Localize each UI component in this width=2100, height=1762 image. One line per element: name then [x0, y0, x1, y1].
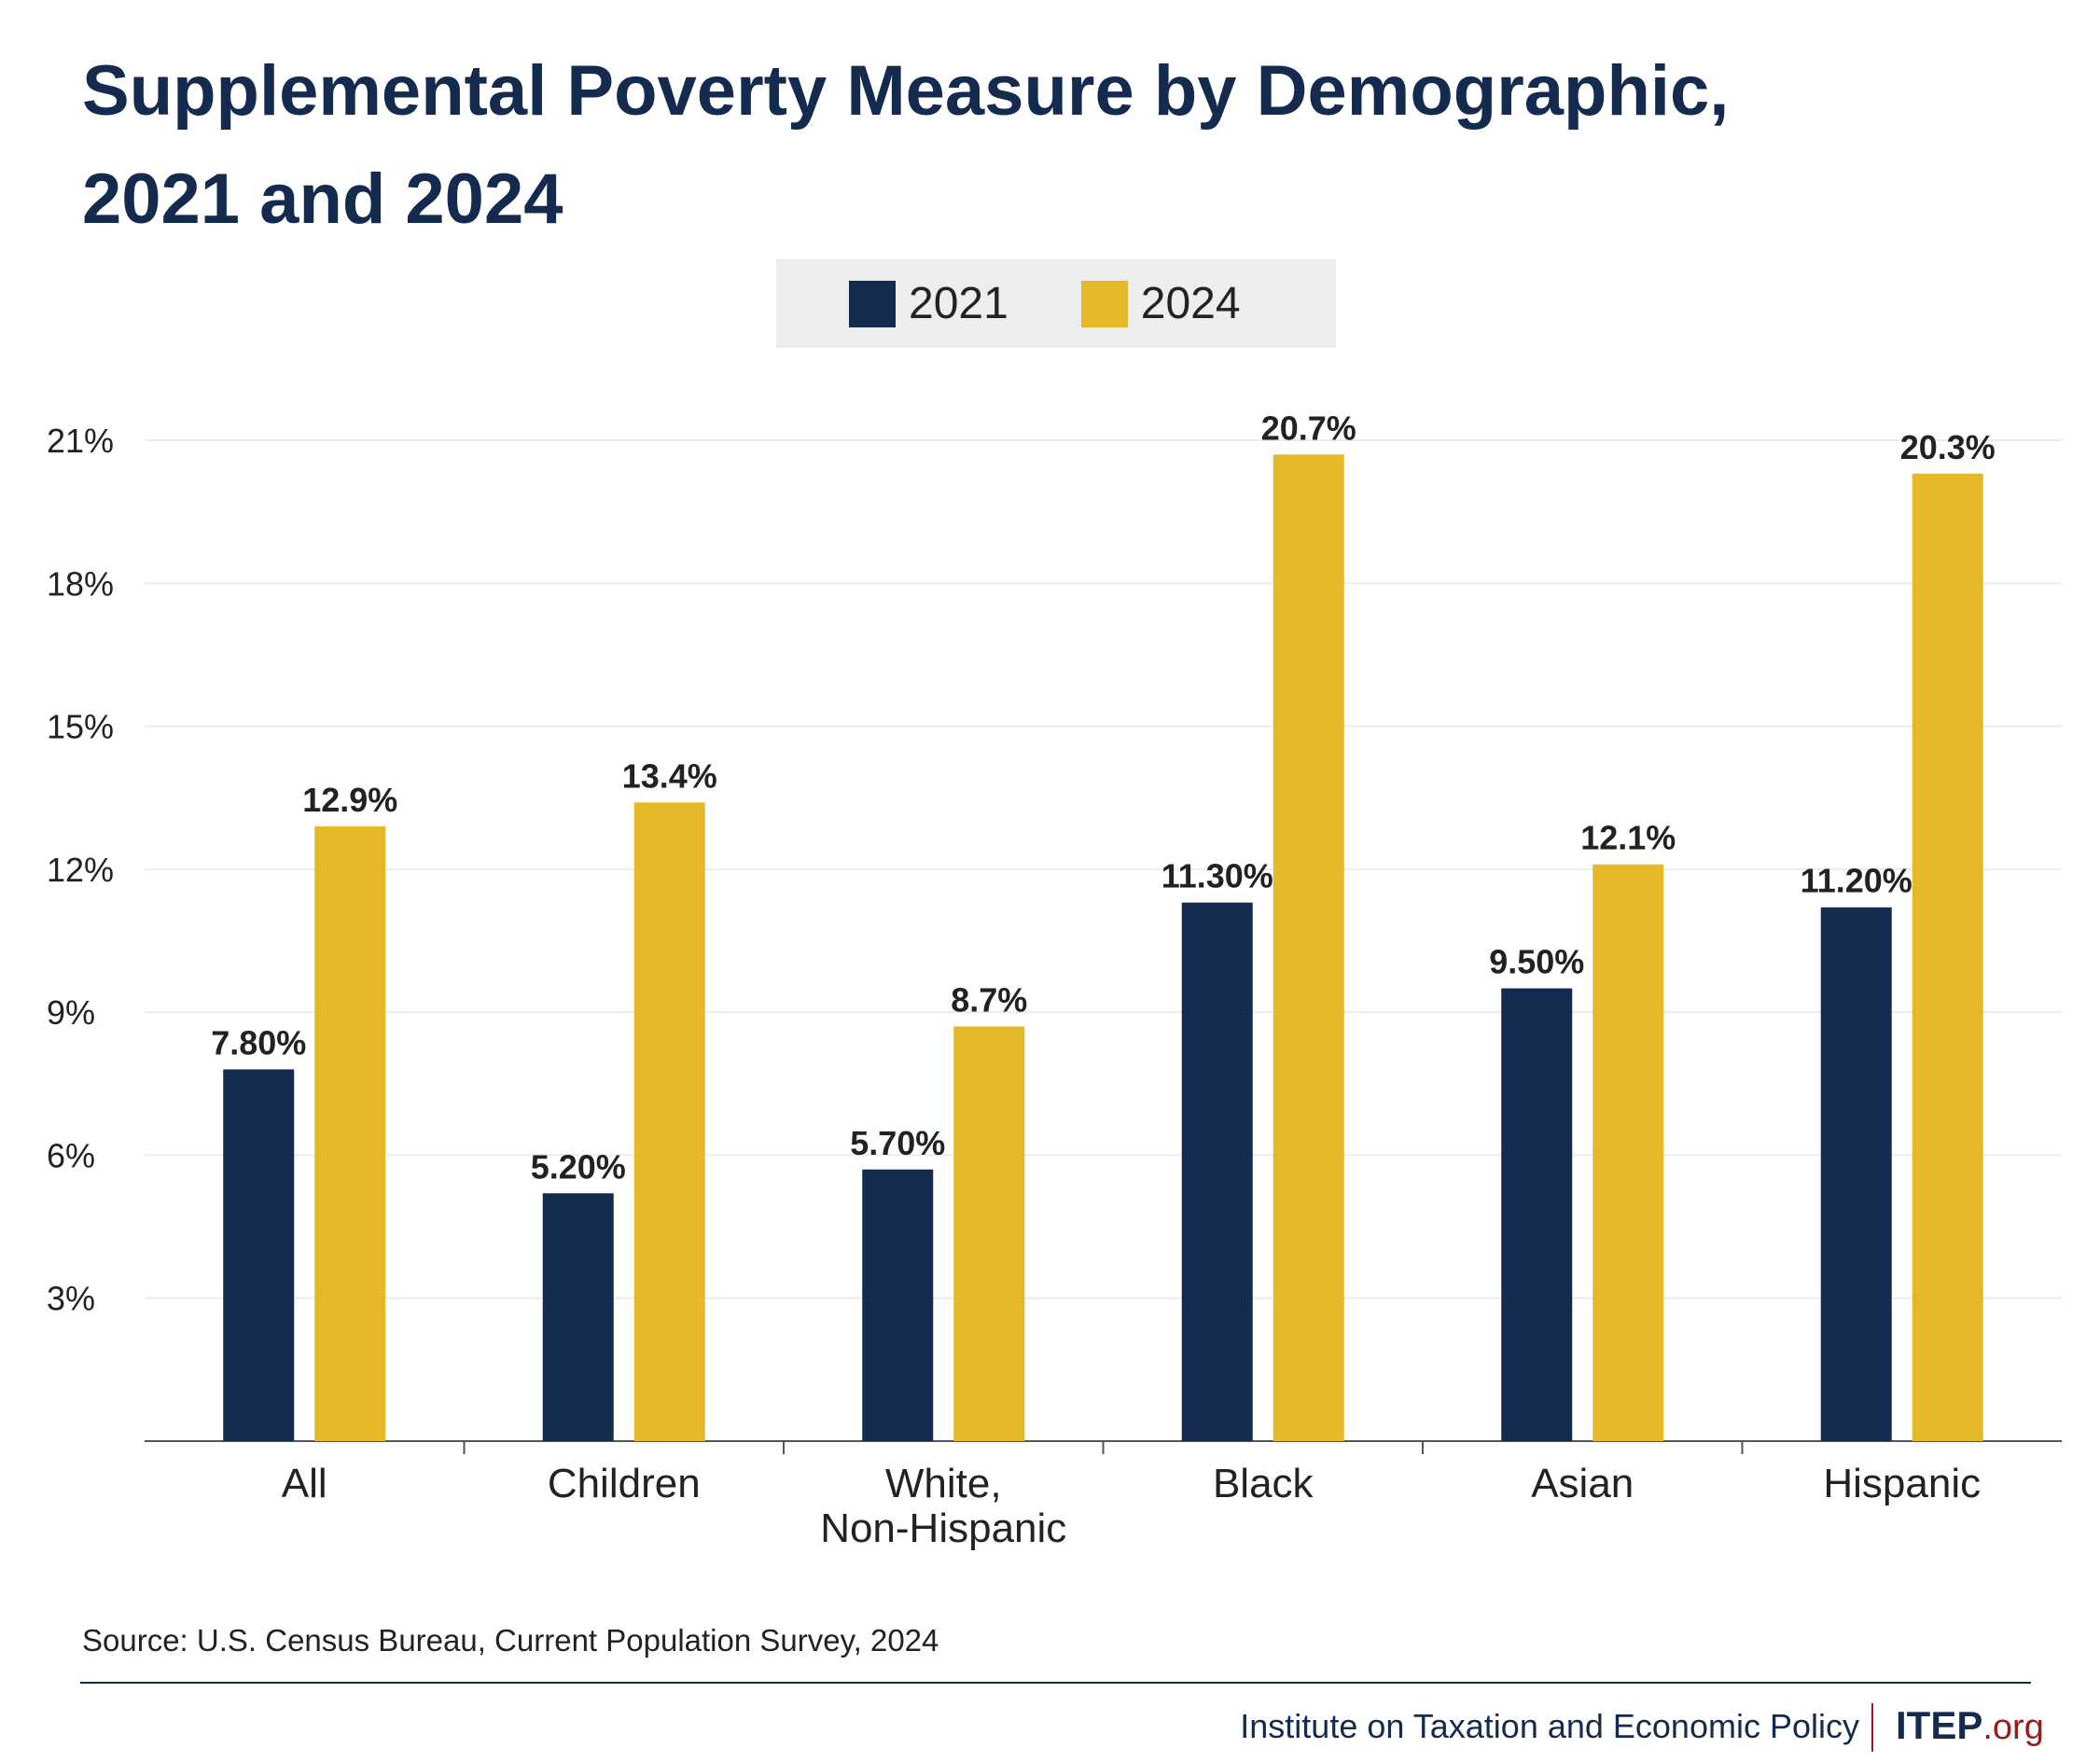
bar-2024: [1273, 454, 1344, 1441]
y-tick-label: 9%: [47, 993, 95, 1032]
y-tick-label: 3%: [47, 1280, 95, 1318]
itep-logo-tld: .org: [1982, 1708, 2044, 1747]
y-tick-label: 12%: [47, 851, 114, 889]
bar-2021: [1820, 907, 1892, 1441]
footer-divider: [80, 1682, 2031, 1684]
bar-2024: [314, 826, 386, 1441]
itep-logo: ITEP.org: [1896, 1703, 2044, 1748]
data-label: 12.1%: [1580, 819, 1676, 857]
legend-swatch-2021: [849, 280, 896, 327]
source-note: Source: U.S. Census Bureau, Current Popu…: [82, 1623, 939, 1658]
y-tick-label: 6%: [47, 1136, 95, 1174]
data-label: 8.7%: [951, 980, 1027, 1019]
x-tick-label: Non-Hispanic: [820, 1505, 1066, 1551]
chart-legend: 2021 2024: [776, 259, 1336, 348]
data-label: 5.20%: [531, 1147, 626, 1186]
y-tick-label: 18%: [47, 564, 114, 603]
data-label: 7.80%: [211, 1023, 306, 1061]
y-tick-label: 21%: [47, 422, 114, 460]
bar-2021: [223, 1069, 295, 1441]
data-label: 13.4%: [622, 756, 717, 795]
bar-2024: [1592, 864, 1664, 1441]
bar-2024: [953, 1026, 1025, 1441]
x-tick-label: Black: [1213, 1461, 1314, 1506]
data-label: 9.50%: [1489, 943, 1584, 981]
legend-label-2021: 2021: [909, 279, 1008, 328]
itep-logo-main: ITEP: [1896, 1703, 1983, 1747]
chart-title: Supplemental Poverty Measure by Demograp…: [82, 37, 1948, 254]
x-tick-label: White,: [885, 1461, 1002, 1506]
footer-organization: Institute on Taxation and Economic Polic…: [1240, 1707, 1859, 1745]
bar-2021: [1501, 988, 1573, 1441]
x-tick-label: All: [282, 1461, 327, 1506]
bar-2021: [862, 1169, 934, 1441]
chart-title-line1: Supplemental Poverty Measure by Demograp…: [82, 51, 1730, 131]
legend-swatch-2024: [1080, 280, 1128, 327]
data-label: 20.3%: [1900, 428, 1996, 466]
bar-2021: [542, 1193, 614, 1441]
legend-item-2021: 2021: [849, 278, 1008, 329]
x-tick-label: Children: [548, 1461, 701, 1506]
y-tick-label: 15%: [47, 708, 114, 746]
data-label: 5.70%: [850, 1124, 945, 1162]
bar-2024: [633, 802, 705, 1441]
chart-title-line2: 2021 and 2024: [82, 160, 563, 239]
x-tick-label: Hispanic: [1823, 1461, 1981, 1506]
legend-item-2024: 2024: [1080, 278, 1241, 329]
bar-2021: [1181, 902, 1253, 1441]
data-label: 11.20%: [1801, 862, 1912, 900]
data-label: 12.9%: [302, 781, 397, 819]
data-label: 20.7%: [1261, 409, 1356, 447]
footer-separator: [1871, 1703, 1873, 1752]
data-label: 11.30%: [1161, 857, 1273, 895]
legend-label-2024: 2024: [1140, 279, 1241, 328]
x-tick-label: Asian: [1531, 1461, 1634, 1506]
bar-2024: [1912, 473, 1983, 1442]
